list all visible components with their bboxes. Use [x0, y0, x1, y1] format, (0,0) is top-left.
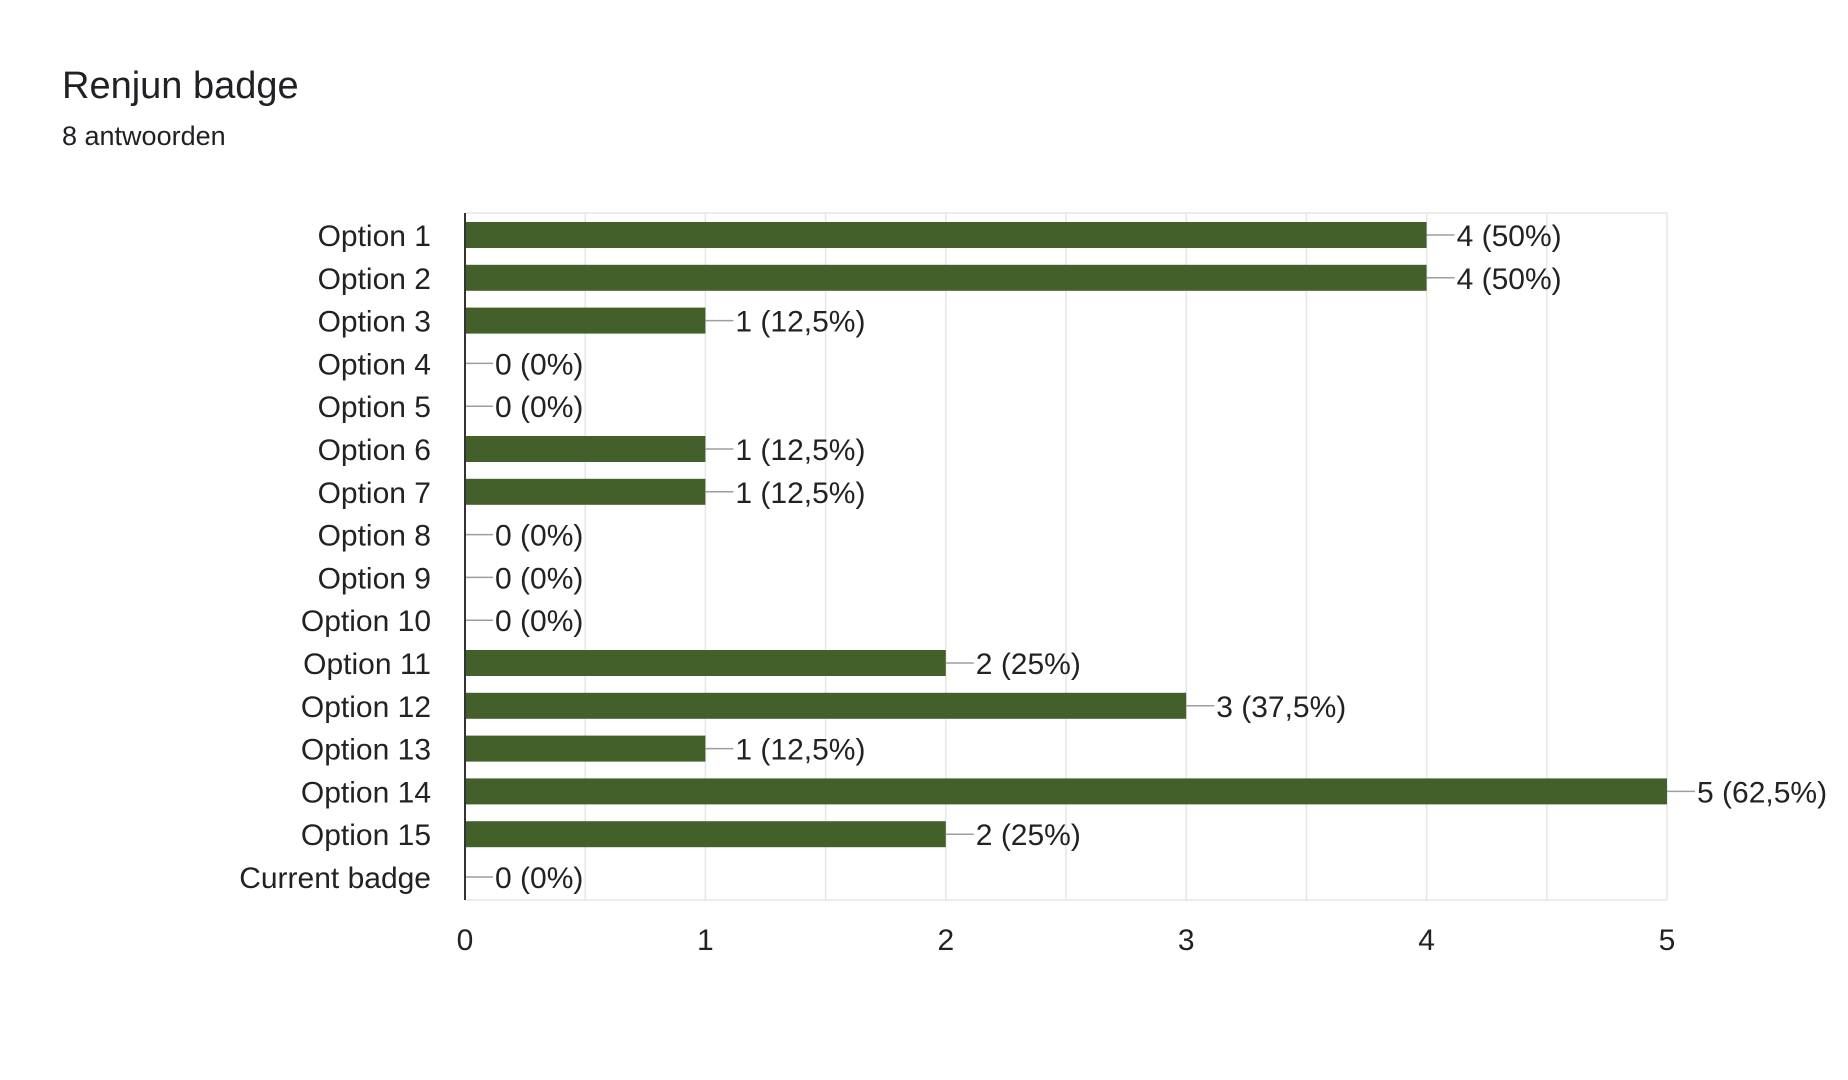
data-label: 4 (50%) [1457, 263, 1562, 296]
chart-title: Renjun badge [62, 65, 299, 107]
x-tick-label: 3 [1178, 924, 1195, 957]
bar [465, 735, 706, 762]
x-tick-label: 4 [1418, 924, 1435, 957]
category-label: Option 4 [318, 348, 431, 381]
category-label: Option 9 [318, 562, 431, 595]
data-label: 1 (12,5%) [735, 434, 865, 467]
category-label: Option 15 [301, 819, 431, 852]
category-label: Current badge [239, 862, 431, 895]
data-label: 2 (25%) [976, 819, 1081, 852]
bar [465, 821, 946, 848]
category-label: Option 13 [301, 734, 431, 767]
category-label: Option 6 [318, 434, 431, 467]
data-label: 1 (12,5%) [735, 306, 865, 339]
data-label: 2 (25%) [976, 648, 1081, 681]
response-count: 8 antwoorden [62, 121, 226, 151]
category-label: Option 7 [318, 477, 431, 510]
bar [465, 650, 946, 676]
data-label: 0 (0%) [495, 520, 583, 553]
bar [465, 222, 1427, 248]
data-label: 4 (50%) [1457, 220, 1562, 253]
bar [465, 307, 706, 334]
bar [465, 692, 1187, 719]
data-label: 3 (37,5%) [1216, 691, 1346, 724]
category-label: Option 2 [318, 263, 431, 296]
x-tick-label: 2 [937, 924, 954, 957]
data-label: 0 (0%) [495, 391, 583, 424]
x-tick-label: 0 [457, 924, 474, 957]
category-label: Option 10 [301, 605, 431, 638]
category-label: Option 12 [301, 691, 431, 724]
category-label: Option 1 [318, 220, 431, 253]
data-label: 1 (12,5%) [735, 477, 865, 510]
chart-header: Renjun badge 8 antwoorden [62, 62, 299, 154]
bar [465, 778, 1667, 805]
category-label: Option 14 [301, 776, 431, 809]
bar [465, 478, 706, 505]
x-tick-label: 5 [1659, 924, 1676, 957]
category-label: Option 3 [318, 306, 431, 339]
category-label: Option 5 [318, 391, 431, 424]
data-label: 1 (12,5%) [735, 734, 865, 767]
x-tick-label: 1 [697, 924, 714, 957]
data-label: 0 (0%) [495, 862, 583, 895]
data-label: 0 (0%) [495, 562, 583, 595]
category-label: Option 11 [303, 648, 431, 681]
category-label: Option 8 [318, 520, 431, 553]
data-label: 5 (62,5%) [1697, 776, 1827, 809]
bar [465, 264, 1427, 291]
bar [465, 436, 706, 462]
data-label: 0 (0%) [495, 348, 583, 381]
data-label: 0 (0%) [495, 605, 583, 638]
